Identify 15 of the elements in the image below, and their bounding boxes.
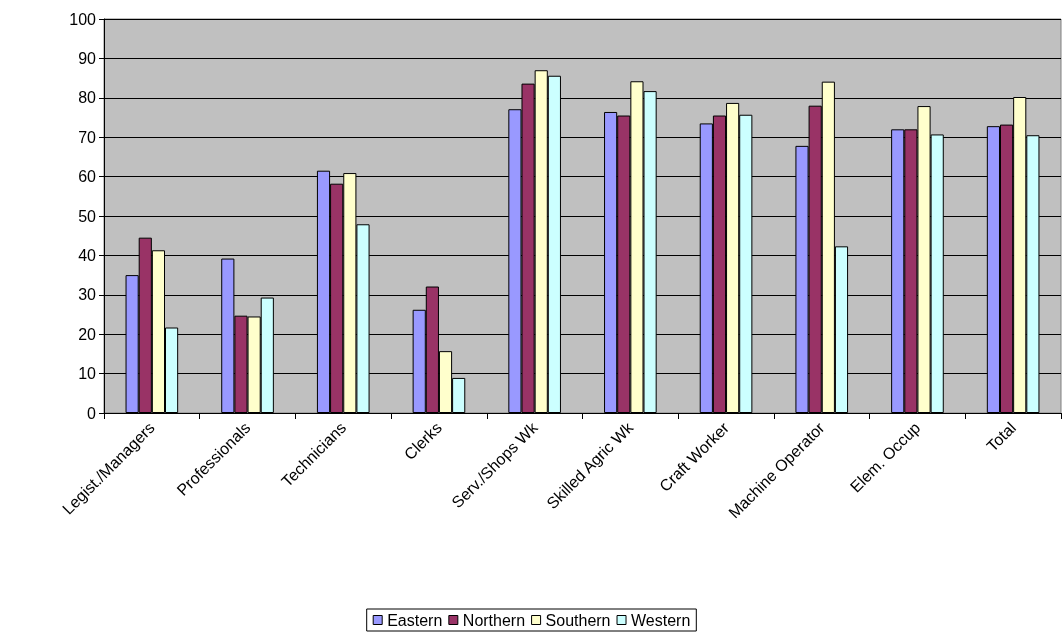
legend-label: Western (631, 611, 691, 629)
y-tick-label: 20 (78, 325, 97, 343)
y-tick-label: 0 (87, 404, 97, 422)
y-tick-label: 50 (78, 207, 97, 225)
y-tick-label: 60 (78, 168, 97, 186)
y-tick-label: 70 (78, 128, 97, 146)
legend-label: Northern (462, 611, 526, 629)
y-tick-label: 80 (78, 89, 97, 107)
y-tick-label: 40 (78, 246, 97, 264)
y-tick-label: 10 (78, 365, 97, 383)
legend-label: Southern (545, 611, 611, 629)
y-tick-label: 100 (69, 10, 97, 28)
y-tick-label: 90 (78, 49, 97, 67)
legend-label: Eastern (387, 611, 443, 629)
y-tick-label: 30 (78, 286, 97, 304)
